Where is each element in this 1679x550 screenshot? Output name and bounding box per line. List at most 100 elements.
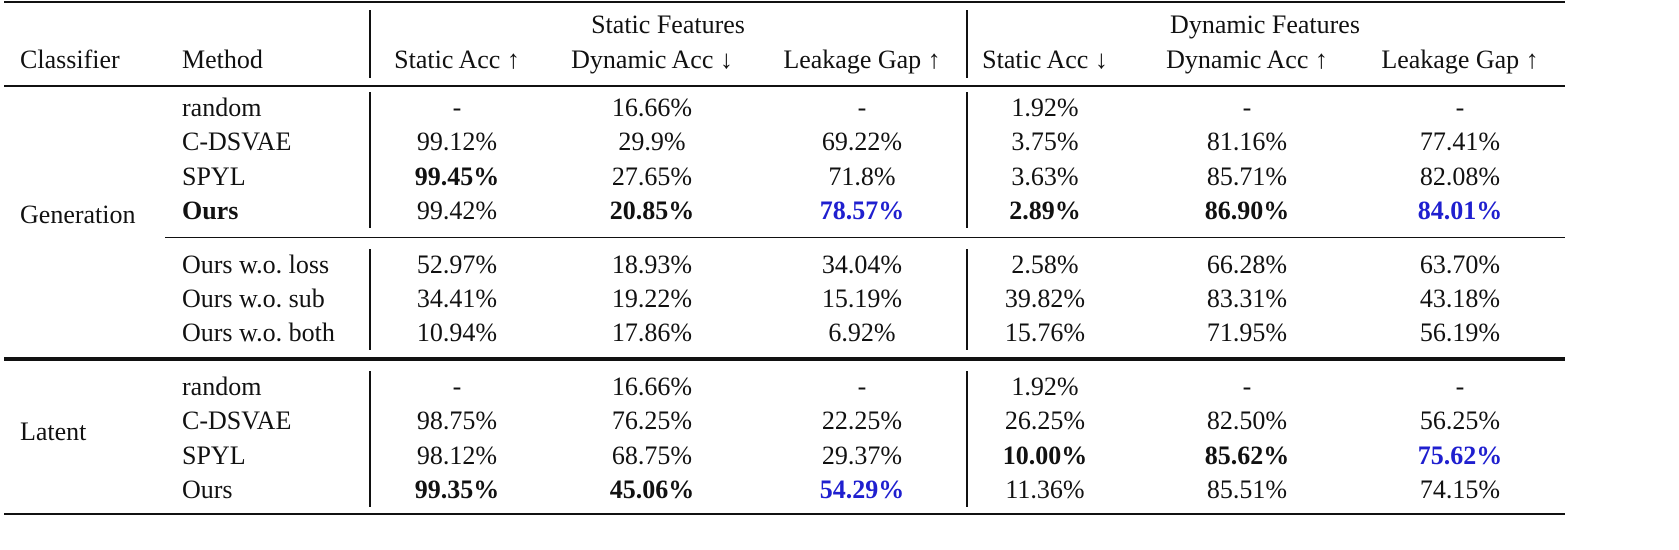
column-header: Leakage Gap ↑	[1381, 45, 1539, 74]
cell: 39.82%	[1004, 284, 1086, 313]
cell: 99.35%	[414, 475, 500, 504]
cell: 74.15%	[1419, 475, 1501, 504]
method: SPYL	[182, 161, 246, 191]
cell: 10.00%	[1002, 440, 1088, 470]
cell: 84.01%	[1417, 196, 1503, 226]
cell: 56.25%	[1419, 406, 1501, 436]
method: C-DSVAE	[182, 127, 292, 157]
cell: 56.19%	[1419, 318, 1501, 348]
cell: -	[452, 93, 462, 122]
cell: 17.86%	[611, 318, 693, 348]
cell: 68.75%	[611, 440, 693, 470]
cell: 1.92%	[1011, 371, 1079, 401]
vertical-rule	[966, 248, 968, 351]
cell: 45.06%	[609, 475, 695, 504]
cell: 19.22%	[611, 284, 693, 313]
column-header: Leakage Gap ↑	[783, 45, 941, 74]
cell: 86.90%	[1204, 196, 1290, 226]
cell: -	[857, 371, 867, 401]
vertical-rule	[369, 10, 371, 78]
column-header: Classifier	[20, 45, 120, 74]
cell: 54.29%	[819, 475, 905, 504]
cell: 34.04%	[821, 249, 903, 279]
cell: 98.12%	[416, 440, 498, 470]
column-header: Dynamic Acc ↓	[571, 45, 733, 74]
vertical-rule	[369, 248, 371, 351]
cell: 43.18%	[1419, 284, 1501, 313]
cell: 77.41%	[1419, 127, 1501, 157]
column-header: Static Acc ↑	[394, 45, 520, 74]
cell: 83.31%	[1206, 284, 1288, 313]
vertical-rule	[966, 370, 968, 507]
cell: -	[1455, 93, 1465, 122]
method: C-DSVAE	[182, 406, 292, 436]
cell: 3.63%	[1011, 161, 1079, 191]
cell: 3.75%	[1011, 127, 1079, 157]
cell: 27.65%	[611, 161, 693, 191]
method: SPYL	[182, 440, 246, 470]
bottom-rule	[4, 513, 1565, 516]
cell: 18.93%	[611, 249, 693, 279]
cell: 22.25%	[821, 406, 903, 436]
method: random	[182, 93, 262, 122]
vertical-rule	[369, 92, 371, 229]
cell: 78.57%	[819, 196, 905, 226]
cell: 82.08%	[1419, 161, 1501, 191]
cell: 99.42%	[416, 196, 498, 226]
cell: 2.58%	[1011, 249, 1079, 279]
cell: 81.16%	[1206, 127, 1288, 157]
cell: 75.62%	[1417, 440, 1503, 470]
cell: 85.51%	[1206, 475, 1288, 504]
cell: 15.76%	[1004, 318, 1086, 348]
cell: 10.94%	[416, 318, 498, 348]
cell: 71.8%	[828, 161, 896, 191]
cell: -	[857, 93, 867, 122]
column-header: Method	[182, 45, 263, 74]
cell: 82.50%	[1206, 406, 1288, 436]
column-header: Static Acc ↓	[982, 45, 1108, 74]
group-header: Dynamic Features	[1170, 10, 1360, 39]
classifier: Latent	[20, 417, 87, 447]
method: Ours	[182, 196, 239, 226]
method: random	[182, 371, 262, 401]
cell: -	[1242, 371, 1252, 401]
cell: 99.12%	[416, 127, 498, 157]
method: Ours w.o. loss	[182, 249, 330, 279]
cell: 29.37%	[821, 440, 903, 470]
cell: -	[452, 371, 462, 401]
cell: 11.36%	[1005, 475, 1085, 504]
method: Ours	[182, 475, 233, 504]
method: Ours w.o. sub	[182, 284, 325, 313]
cell: 98.75%	[416, 406, 498, 436]
cell: 71.95%	[1206, 318, 1288, 348]
cell: 20.85%	[609, 196, 695, 226]
header-rule	[4, 85, 1565, 87]
cell: -	[1242, 93, 1252, 122]
cell: 16.66%	[611, 371, 693, 401]
top-rule	[4, 1, 1565, 3]
column-header: Dynamic Acc ↑	[1166, 45, 1328, 74]
cell: 85.62%	[1204, 440, 1290, 470]
cell: 76.25%	[611, 406, 693, 436]
cell: 16.66%	[611, 93, 693, 122]
group-header: Static Features	[591, 10, 745, 39]
cell: 34.41%	[416, 284, 498, 313]
mid-rule	[165, 236, 1565, 239]
vertical-rule	[369, 370, 371, 507]
cell: 6.92%	[828, 318, 896, 348]
classifier: Generation	[20, 199, 136, 229]
cell: 2.89%	[1009, 196, 1081, 226]
cell: 15.19%	[821, 284, 903, 313]
cell: 69.22%	[821, 127, 903, 157]
method: Ours w.o. both	[182, 318, 335, 348]
section-rule	[4, 356, 1565, 361]
vertical-rule	[966, 92, 968, 229]
cell: 63.70%	[1419, 249, 1501, 279]
cell: 66.28%	[1206, 249, 1288, 279]
vertical-rule	[966, 10, 968, 78]
cell: 1.92%	[1011, 93, 1079, 122]
cell: -	[1455, 371, 1465, 401]
cell: 85.71%	[1206, 161, 1288, 191]
cell: 29.9%	[618, 127, 686, 157]
